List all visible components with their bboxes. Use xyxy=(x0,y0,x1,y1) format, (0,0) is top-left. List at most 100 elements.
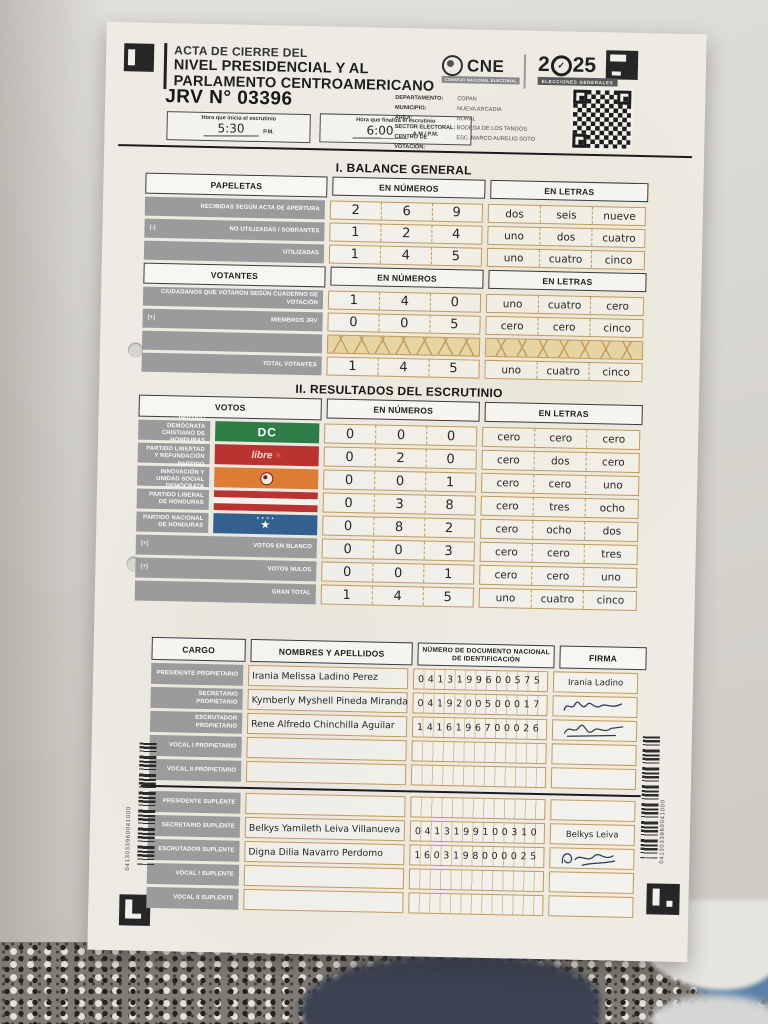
cne-logo: CNE xyxy=(441,54,505,77)
word-cell: cuatro xyxy=(540,250,593,268)
word-cell: uno xyxy=(479,589,533,608)
word-cell: cinco xyxy=(602,321,631,335)
digit-cell: 3 xyxy=(444,543,454,559)
word-cell: ocho xyxy=(533,521,586,540)
cne-emblem-icon xyxy=(441,54,464,77)
col-header-dni: NÚMERO DE DOCUMENTO NACIONAL DE IDENTIFI… xyxy=(417,642,555,669)
col-header-letras: EN LETRAS xyxy=(490,179,649,203)
id-cell xyxy=(410,764,547,789)
meta-value: RURAL xyxy=(456,115,476,123)
name-cell xyxy=(246,736,407,762)
row-label: GRAN TOTAL xyxy=(134,580,317,605)
cargo-label: SECRETARIO SUPLENTE xyxy=(147,815,241,838)
words-box: uno cuatro cinco xyxy=(486,247,646,271)
words-box: cero dos cero xyxy=(481,449,640,474)
col-header-numeros: EN NÚMEROS xyxy=(330,266,484,289)
party-name: PARTIDO LIBERAL DE HONDURAS xyxy=(136,488,209,511)
word-cell: uno xyxy=(486,295,540,313)
signature-scribble xyxy=(563,724,623,737)
name-cell xyxy=(243,865,405,890)
digit-cell: 0 xyxy=(322,562,374,582)
words-box: cero cero uno xyxy=(479,564,638,589)
barcode-right-icon xyxy=(640,736,660,859)
elections-2025-logo: 2 ✓ 25 xyxy=(538,53,597,78)
libre-star-icon: ✶ xyxy=(274,449,283,461)
word-cell: uno xyxy=(488,227,541,245)
word-cell: cero xyxy=(481,497,535,516)
word-cell: cero xyxy=(534,475,587,494)
barcode-number-right: 0413033960041000 xyxy=(659,799,667,864)
word-cell: seis xyxy=(541,206,594,224)
signature-scribble xyxy=(561,853,615,867)
signature-row: ESCRUTADOR SUPLENTE Digna Dilia Navarro … xyxy=(147,839,642,871)
pinu-emblem-icon xyxy=(259,471,273,485)
word-cell: dos xyxy=(534,452,588,471)
words-box: dos seis nueve xyxy=(487,203,647,227)
cargo-label: PRESIDENTE PROPIETARIO xyxy=(150,662,244,686)
digit-cell: 0 xyxy=(325,424,376,444)
word-cell: uno xyxy=(487,249,541,267)
digit-cell: 0 xyxy=(374,471,426,491)
name-cell xyxy=(245,760,407,786)
digit-cell: 0 xyxy=(373,540,425,560)
word-cell: cinco xyxy=(604,253,633,267)
words-box: cero cero uno xyxy=(481,472,640,497)
word-cell: cero xyxy=(602,433,625,446)
digit-cell: 3 xyxy=(374,494,426,514)
digit-cell: 0 xyxy=(324,470,376,490)
cne-logo-subtext: CONSEJO NACIONAL ELECTORAL xyxy=(441,75,521,85)
words-box: cero tres ocho xyxy=(480,495,639,520)
word-cell: tres xyxy=(533,498,587,517)
signature-scribble xyxy=(562,701,622,711)
word-cell: uno xyxy=(602,479,623,492)
party-pinu-logo xyxy=(214,467,319,490)
word-cell: cero xyxy=(482,451,536,470)
name-cell: Irania Melissa Ladino Perez xyxy=(247,664,409,690)
digit-cell: 0 xyxy=(323,493,375,513)
cargo-label: ESCRUTADOR PROPIETARIO xyxy=(149,710,243,734)
word-cell: cero xyxy=(480,566,533,585)
signature-cell xyxy=(549,847,635,871)
word-cell: cinco xyxy=(596,594,624,607)
row-label: CIUDADANOS QUE VOTARON SEGÚN CUADERNO DE… xyxy=(142,286,324,310)
words-box: uno cuatro cinco xyxy=(478,587,637,612)
word-cell: cero xyxy=(483,428,536,447)
jrv-number: JRV N° 03396 xyxy=(165,86,293,110)
signature-cell xyxy=(551,743,637,767)
digit-cell: 5 xyxy=(451,249,461,265)
col-header-letras: EN LETRAS xyxy=(484,401,643,426)
digit-cell: 0 xyxy=(379,314,430,333)
digit-cell: 0 xyxy=(450,295,460,311)
digit-cell: 0 xyxy=(323,516,375,536)
word-cell: cero xyxy=(480,543,534,562)
digit-cell: 1 xyxy=(328,291,380,310)
digit-cell: 8 xyxy=(373,517,425,537)
time-start-suffix: P.M. xyxy=(263,128,274,135)
digit-cell: 0 xyxy=(322,539,374,559)
balance-table: PAPELETAS EN NÚMEROS EN LETRAS RECIBIDAS… xyxy=(141,172,649,385)
signature-cell: Irania Ladino xyxy=(552,671,639,695)
col-header-votantes: VOTANTES xyxy=(143,262,326,288)
word-cell: cero xyxy=(481,520,534,539)
digit-cell: 2 xyxy=(375,448,427,468)
word-cell: cero xyxy=(605,299,629,313)
cargo-label: ESCRUTADOR SUPLENTE xyxy=(147,839,240,862)
digit-cell: 2 xyxy=(380,224,432,243)
digit-cell: 4 xyxy=(379,292,431,311)
digit-cell: 1 xyxy=(330,223,382,242)
col-header-nombres: NOMBRES Y APELLIDOS xyxy=(250,638,413,666)
party-name: PARTIDO DEMÓCRATA CRISTIANO DE HONDURAS xyxy=(138,416,211,444)
cargo-label: VOCAL II SUPLENTE xyxy=(146,887,239,910)
word-cell: dos xyxy=(540,228,594,246)
id-cell: 1603198000025 xyxy=(409,844,545,869)
digit-cell: 1 xyxy=(321,585,373,605)
words-box: uno cuatro cero xyxy=(485,293,645,317)
word-cell: cuatro xyxy=(601,231,636,245)
time-start-box: Hora que inicia el escrutinio 5:30 P.M. xyxy=(166,111,311,144)
